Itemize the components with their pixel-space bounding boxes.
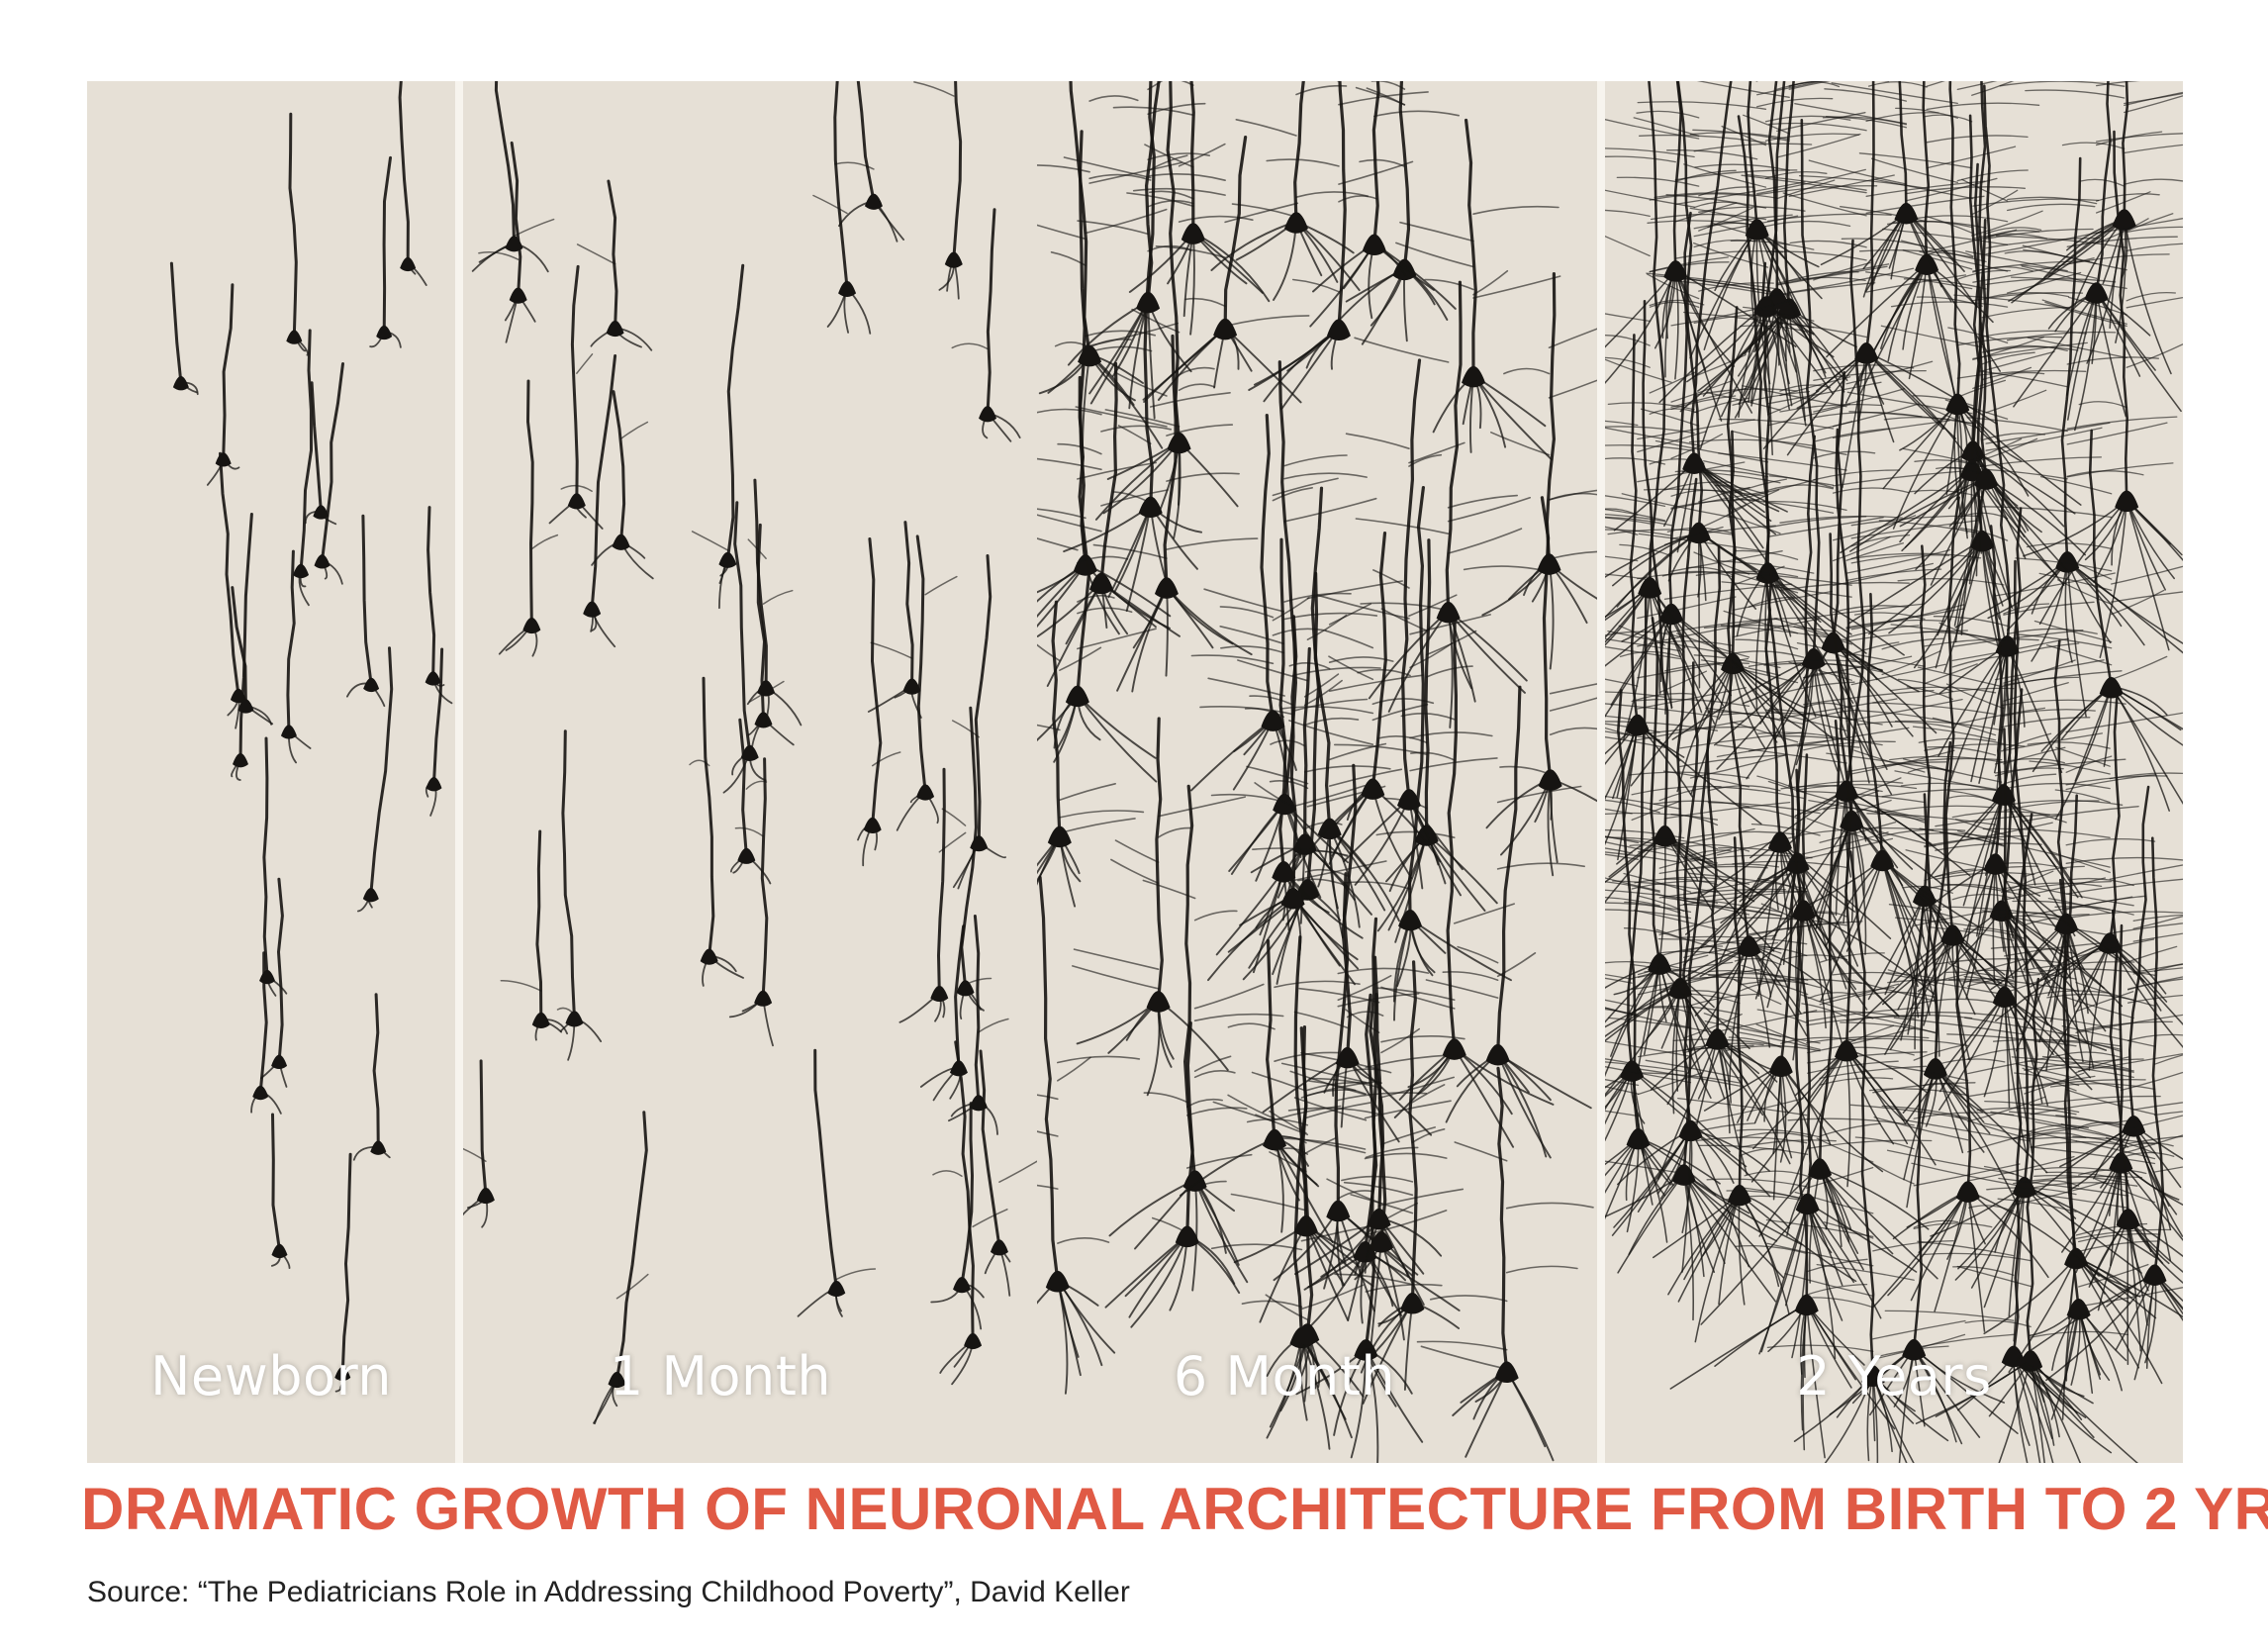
panel-divider — [1597, 81, 1605, 1463]
panel-6-month — [1037, 81, 1597, 1463]
figure-caption: DRAMATIC GROWTH OF NEURONAL ARCHITECTURE… — [81, 1476, 2268, 1542]
panel-label-newborn: Newborn — [149, 1345, 393, 1407]
neuron-drawing-2-years — [1605, 81, 2183, 1463]
panel-label-1-month: 1 Month — [609, 1345, 832, 1407]
neuron-drawing-6-month — [1037, 81, 1597, 1463]
panel-label-6-month: 6 Month — [1173, 1345, 1396, 1407]
panel-1-month — [463, 81, 1037, 1463]
neuron-drawing-newborn — [169, 81, 453, 1393]
panel-label-2-years: 2 Years — [1796, 1345, 1992, 1407]
panel-newborn: Newborn — [87, 81, 455, 1463]
neuron-drawing-1-month — [463, 81, 1037, 1425]
neuron-illustration: Newborn 2 Years 1 Month 6 Month — [87, 81, 2183, 1463]
panel-2-years: 2 Years — [1605, 81, 2183, 1463]
source-citation: Source: “The Pediatricians Role in Addre… — [87, 1576, 1130, 1608]
panel-divider — [455, 81, 463, 1463]
